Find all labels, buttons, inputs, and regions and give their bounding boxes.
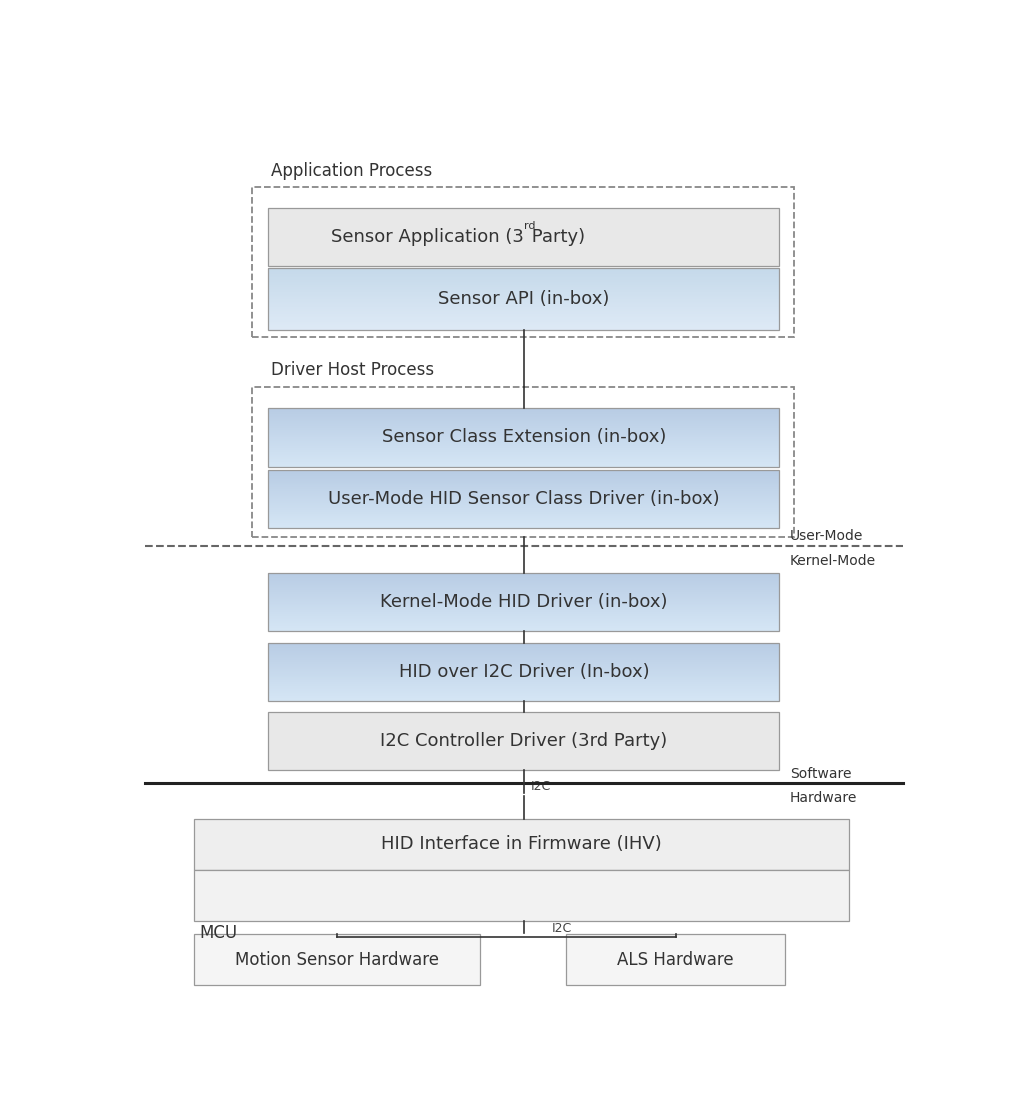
Bar [195, 934, 480, 986]
Text: Driver Host Process: Driver Host Process [271, 362, 434, 380]
Bar [252, 188, 794, 336]
Text: Sensor Class Extension (in-box): Sensor Class Extension (in-box) [382, 428, 666, 446]
Bar [195, 870, 849, 921]
Text: rd: rd [524, 221, 536, 231]
Text: I2C Controller Driver (3rd Party): I2C Controller Driver (3rd Party) [380, 731, 667, 750]
Bar [269, 269, 780, 330]
Text: User-Mode: User-Mode [790, 529, 863, 544]
Text: Software: Software [790, 767, 851, 781]
Bar [195, 819, 849, 870]
Text: Sensor Application (3: Sensor Application (3 [331, 228, 524, 245]
Bar [252, 387, 794, 536]
Text: Sensor API (in-box): Sensor API (in-box) [438, 290, 610, 307]
Text: MCU: MCU [199, 924, 237, 941]
Bar [269, 643, 780, 700]
Text: HID over I2C Driver (In-box): HID over I2C Driver (In-box) [399, 663, 649, 680]
Bar [269, 470, 780, 528]
Text: Sensor Application (3 Party): Sensor Application (3 Party) [398, 228, 650, 245]
Text: Kernel-Mode: Kernel-Mode [790, 554, 876, 567]
Text: Motion Sensor Hardware: Motion Sensor Hardware [235, 950, 439, 969]
Bar [269, 408, 780, 466]
Text: HID Interface in Firmware (IHV): HID Interface in Firmware (IHV) [381, 836, 662, 854]
Bar [269, 208, 780, 265]
Bar [269, 712, 780, 770]
Text: Kernel-Mode HID Driver (in-box): Kernel-Mode HID Driver (in-box) [380, 593, 667, 610]
Bar [566, 934, 785, 986]
Text: I2C: I2C [552, 922, 572, 935]
Text: I2C: I2C [530, 780, 550, 793]
Text: Hardware: Hardware [790, 791, 857, 806]
Bar [269, 573, 780, 630]
Text: Party): Party) [526, 228, 585, 245]
Text: User-Mode HID Sensor Class Driver (in-box): User-Mode HID Sensor Class Driver (in-bo… [329, 490, 720, 508]
Text: Application Process: Application Process [271, 162, 433, 180]
Text: ALS Hardware: ALS Hardware [617, 950, 733, 969]
